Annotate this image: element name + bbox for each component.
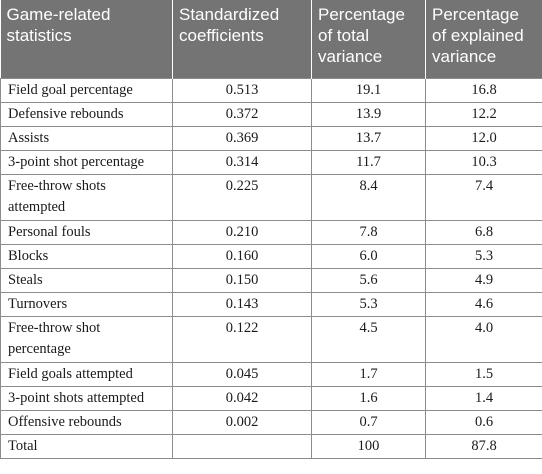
cell-percentage-total-variance: 6.0 [311,243,426,269]
table-row: 3-point shot percentage 0.314 11.7 10.3 [0,149,542,175]
cell-standardized-coefficient: 0.150 [172,267,312,293]
cell-standardized-coefficient: 0.369 [172,125,312,151]
header-game-related-statistics: Game-related statistics [0,0,173,78]
table-row: Blocks 0.160 6.0 5.3 [0,243,542,269]
cell-percentage-total-variance: 5.3 [311,291,426,317]
cell-standardized-coefficient: 0.225 [172,173,312,221]
cell-standardized-coefficient: 0.160 [172,243,312,269]
cell-standardized-coefficient: 0.122 [172,315,312,363]
table-row: Field goals attempted 0.045 1.7 1.5 [0,361,542,387]
cell-statistic: 3-point shots attempted [0,385,173,411]
cell-percentage-explained-variance: 6.8 [425,219,542,245]
cell-percentage-explained-variance: 4.6 [425,291,542,317]
cell-percentage-total-variance: 11.7 [311,149,426,175]
cell-statistic: Total [0,433,173,459]
cell-standardized-coefficient: 0.314 [172,149,312,175]
table-row: Assists 0.369 13.7 12.0 [0,125,542,151]
cell-percentage-total-variance: 1.6 [311,385,426,411]
cell-statistic: Free-throw shot percentage [0,315,173,363]
table-body: Field goal percentage 0.513 19.1 16.8 Defens… [0,77,542,459]
table-header: Game-related statistics Standardized coe… [0,0,542,78]
cell-percentage-explained-variance: 87.8 [425,433,542,459]
cell-standardized-coefficient: 0.513 [172,77,312,103]
cell-statistic: Offensive rebounds [0,409,173,435]
header-percentage-explained-variance: Percentage of explained variance [425,0,542,78]
cell-percentage-explained-variance: 12.2 [425,101,542,127]
cell-percentage-total-variance: 8.4 [311,173,426,221]
cell-statistic: Field goal percentage [0,77,173,103]
cell-statistic: Defensive rebounds [0,101,173,127]
cell-percentage-explained-variance: 4.0 [425,315,542,363]
cell-percentage-total-variance: 13.7 [311,125,426,151]
cell-standardized-coefficient [172,433,312,459]
cell-percentage-explained-variance: 0.6 [425,409,542,435]
table-row: Defensive rebounds 0.372 13.9 12.2 [0,101,542,127]
cell-percentage-explained-variance: 7.4 [425,173,542,221]
table-row: Free-throw shots attempted 0.225 8.4 7.4 [0,173,542,221]
cell-standardized-coefficient: 0.210 [172,219,312,245]
cell-statistic: Blocks [0,243,173,269]
cell-percentage-explained-variance: 12.0 [425,125,542,151]
header-percentage-total-variance: Percentage of total variance [311,0,426,78]
game-statistics-table: Game-related statistics Standardized coe… [0,0,542,459]
table-row: Steals 0.150 5.6 4.9 [0,267,542,293]
cell-percentage-explained-variance: 16.8 [425,77,542,103]
cell-percentage-total-variance: 1.7 [311,361,426,387]
cell-standardized-coefficient: 0.002 [172,409,312,435]
cell-percentage-total-variance: 4.5 [311,315,426,363]
cell-percentage-explained-variance: 1.5 [425,361,542,387]
cell-statistic: Personal fouls [0,219,173,245]
cell-percentage-explained-variance: 1.4 [425,385,542,411]
cell-statistic: Steals [0,267,173,293]
cell-percentage-total-variance: 7.8 [311,219,426,245]
cell-standardized-coefficient: 0.042 [172,385,312,411]
cell-percentage-explained-variance: 10.3 [425,149,542,175]
cell-standardized-coefficient: 0.045 [172,361,312,387]
table-row: 3-point shots attempted 0.042 1.6 1.4 [0,385,542,411]
cell-statistic: Field goals attempted [0,361,173,387]
cell-percentage-total-variance: 5.6 [311,267,426,293]
table-row: Offensive rebounds 0.002 0.7 0.6 [0,409,542,435]
header-standardized-coefficients: Standardized coefficients [172,0,312,78]
cell-percentage-explained-variance: 4.9 [425,267,542,293]
cell-statistic: 3-point shot percentage [0,149,173,175]
cell-standardized-coefficient: 0.143 [172,291,312,317]
cell-statistic: Free-throw shots attempted [0,173,173,221]
cell-statistic: Turnovers [0,291,173,317]
cell-percentage-total-variance: 100 [311,433,426,459]
header-row: Game-related statistics Standardized coe… [0,0,542,78]
cell-percentage-total-variance: 0.7 [311,409,426,435]
table-row: Turnovers 0.143 5.3 4.6 [0,291,542,317]
cell-statistic: Assists [0,125,173,151]
cell-percentage-explained-variance: 5.3 [425,243,542,269]
table-row: Personal fouls 0.210 7.8 6.8 [0,219,542,245]
cell-percentage-total-variance: 19.1 [311,77,426,103]
table-row: Field goal percentage 0.513 19.1 16.8 [0,77,542,103]
table-total-row: Total 100 87.8 [0,433,542,459]
cell-percentage-total-variance: 13.9 [311,101,426,127]
table-row: Free-throw shot percentage 0.122 4.5 4.0 [0,315,542,363]
cell-standardized-coefficient: 0.372 [172,101,312,127]
